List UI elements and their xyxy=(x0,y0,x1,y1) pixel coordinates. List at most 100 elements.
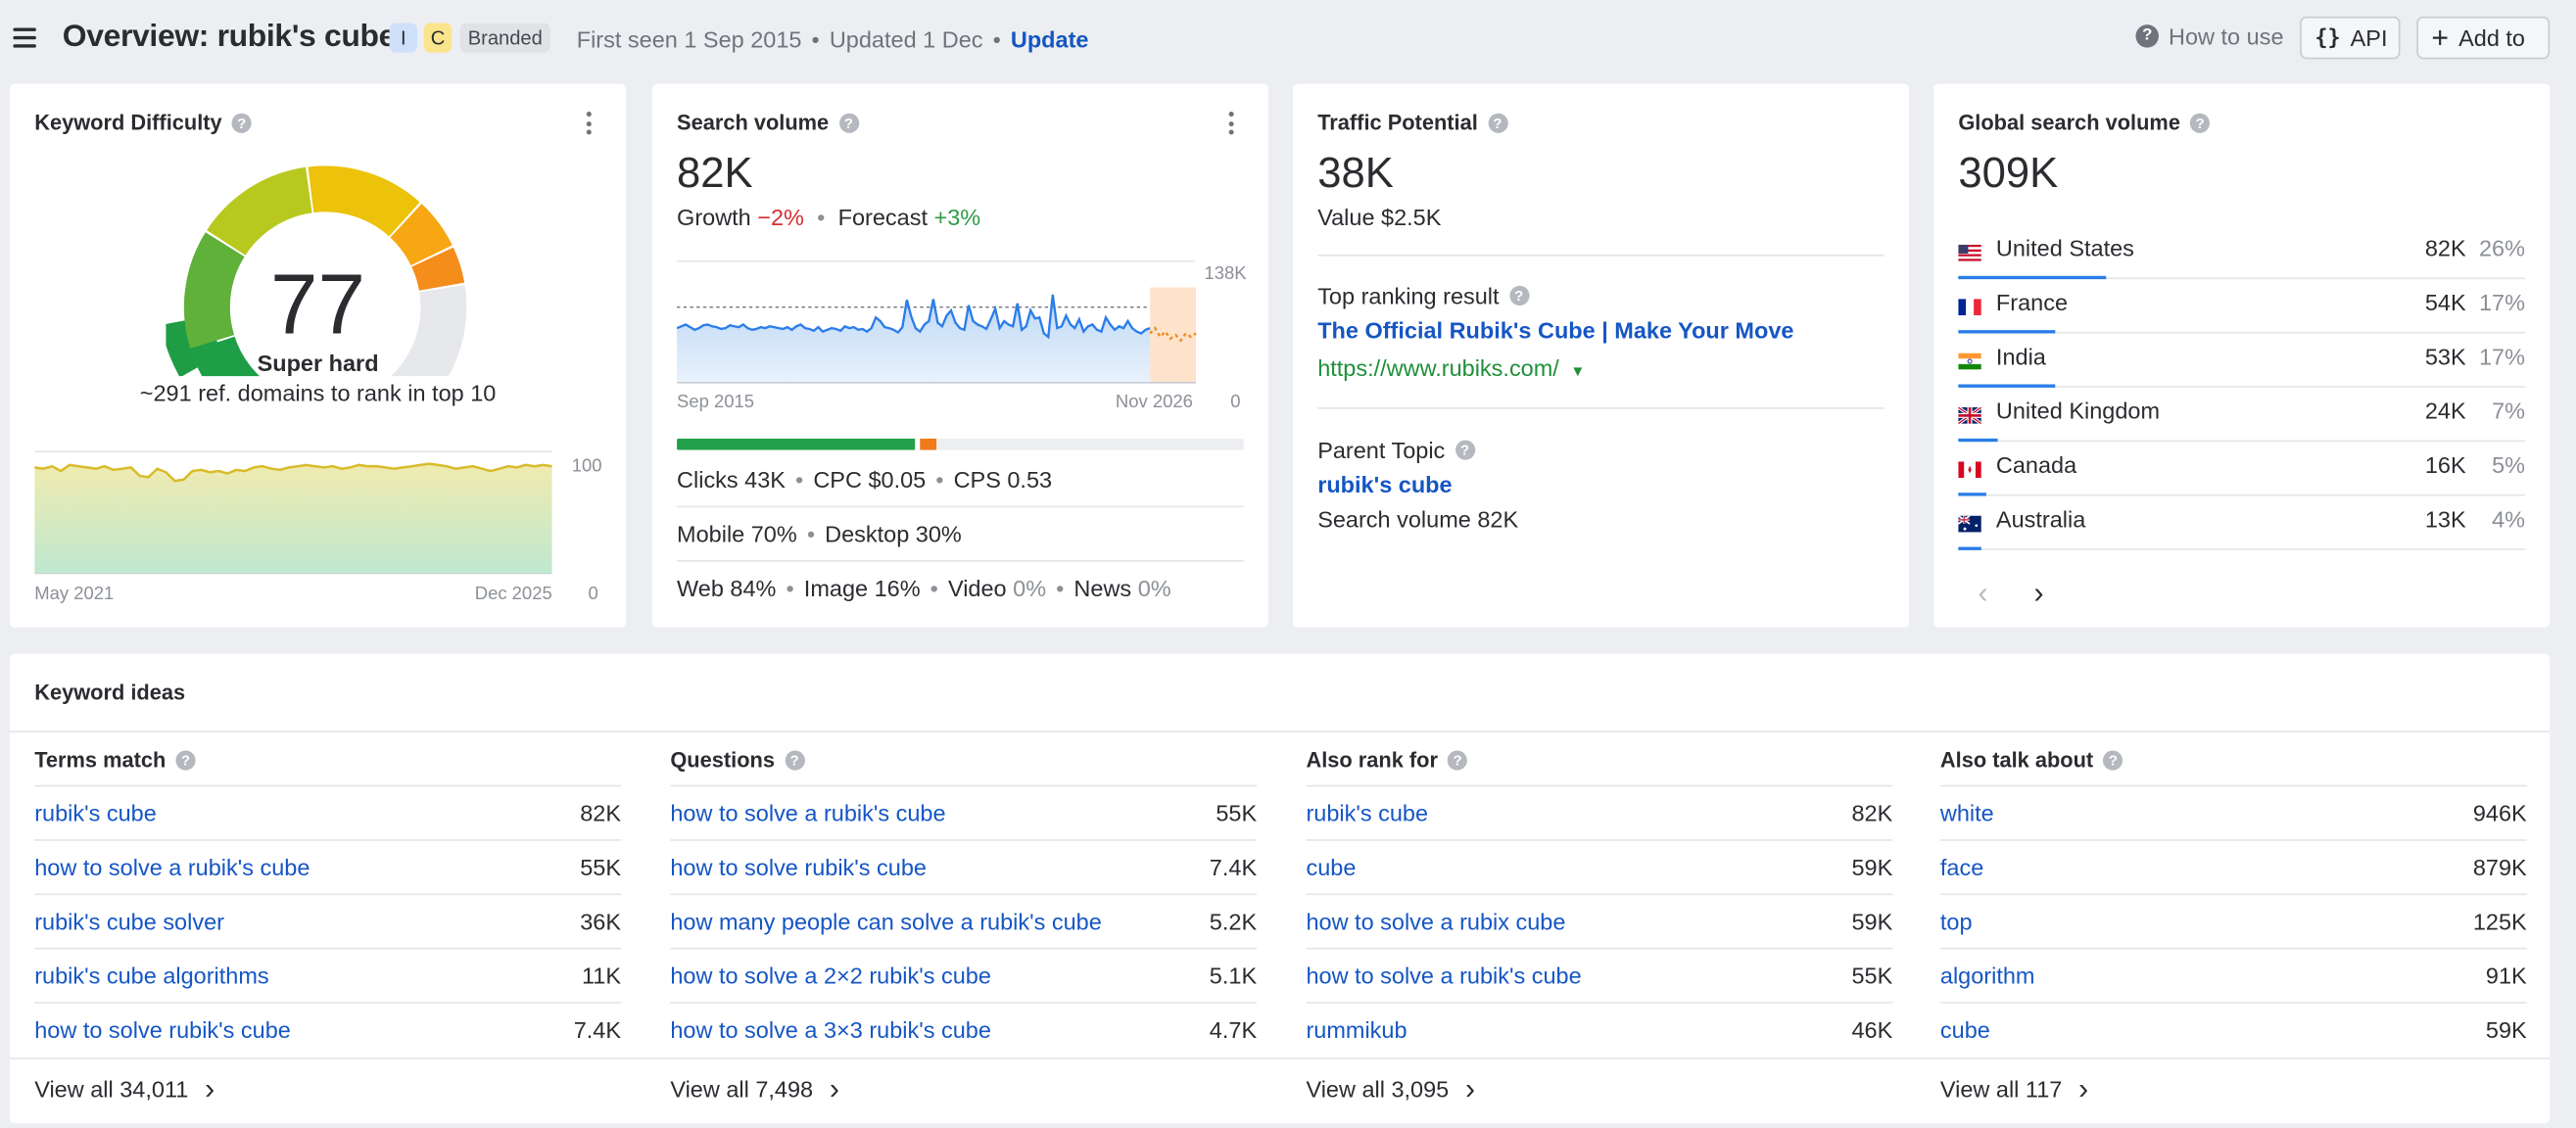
keyword-link[interactable]: white xyxy=(1939,799,1994,826)
keyword-volume: 55K xyxy=(1851,962,1893,989)
keyword-row: how to solve rubik's cube 7.4K xyxy=(34,1002,621,1056)
help-icon[interactable]: ? xyxy=(175,749,196,770)
serp-type-row: Web 84% • Image 16% • Video 0% • News 0% xyxy=(677,575,1171,601)
keyword-link[interactable]: how to solve a rubix cube xyxy=(1306,908,1566,935)
keyword-volume: 5.2K xyxy=(1209,908,1258,935)
country-name: United States xyxy=(1995,234,2134,261)
more-options-icon[interactable] xyxy=(1228,112,1236,135)
keyword-link[interactable]: how to solve a rubik's cube xyxy=(670,799,946,826)
header-meta: First seen 1 Sep 2015 • Updated 1 Dec • Upda… xyxy=(576,25,1089,53)
kd-label: Super hard xyxy=(257,350,379,377)
keyword-link[interactable]: how to solve a 3×3 rubik's cube xyxy=(670,1016,991,1044)
view-all-link[interactable]: View all 7,498 › xyxy=(670,1074,839,1104)
clicks-text: Clicks 43K xyxy=(677,466,786,494)
parent-topic-link[interactable]: rubik's cube xyxy=(1317,471,1453,498)
country-row-divider xyxy=(1958,440,2526,443)
keyword-link[interactable]: rubik's cube xyxy=(1306,799,1429,826)
keyword-row: rubik's cube solver 36K xyxy=(34,893,621,947)
country-row[interactable]: Australia 13K 4% xyxy=(1957,496,2526,550)
growth-value: −2% xyxy=(757,203,804,230)
country-row-divider xyxy=(1958,386,2526,388)
keyword-link[interactable]: how to solve a rubik's cube xyxy=(34,854,310,881)
sv-y-min: 0 xyxy=(1230,392,1241,413)
keyword-volume: 59K xyxy=(2485,1016,2527,1044)
divider xyxy=(677,559,1244,562)
keyword-link[interactable]: top xyxy=(1939,908,1973,935)
top-ranking-label-text: Top ranking result xyxy=(1317,282,1500,309)
parent-topic-label-text: Parent Topic xyxy=(1317,437,1446,463)
keyword-link[interactable]: cube xyxy=(1939,1016,1990,1044)
keyword-link[interactable]: face xyxy=(1939,854,1984,881)
sv-forecast-area xyxy=(1150,287,1197,383)
keyword-link[interactable]: rubik's cube algorithms xyxy=(34,962,269,989)
country-row[interactable]: United States 82K 26% xyxy=(1958,225,2526,280)
help-icon[interactable]: ? xyxy=(1508,285,1529,306)
us-flag-icon xyxy=(1958,240,1981,261)
country-row[interactable]: India 53K 17% xyxy=(1958,333,2526,388)
top-ranking-url[interactable]: https://www.rubiks.com/ ▼ xyxy=(1317,354,1585,381)
how-to-use-link[interactable]: ? How to use xyxy=(2135,23,2284,50)
view-all-link[interactable]: View all 3,095 › xyxy=(1306,1074,1475,1104)
help-icon[interactable]: ? xyxy=(2103,749,2123,770)
country-row[interactable]: Canada 16K 5% xyxy=(1958,442,2526,496)
how-to-use-label: How to use xyxy=(2169,23,2284,50)
keyword-link[interactable]: how to solve a rubik's cube xyxy=(1306,962,1582,989)
keyword-link[interactable]: how to solve rubik's cube xyxy=(670,854,927,881)
kd-subtitle: ~291 ref. domains to rank in top 10 xyxy=(139,379,497,406)
keyword-volume: 4.7K xyxy=(1209,1016,1258,1044)
country-row-divider xyxy=(1958,331,2526,334)
top-ranking-title-link[interactable]: The Official Rubik's Cube | Make Your Mo… xyxy=(1317,316,1794,344)
help-icon[interactable]: ? xyxy=(1448,749,1468,770)
forecast-value: +3% xyxy=(933,203,981,230)
gauge-segment xyxy=(389,204,453,266)
country-volume: 53K xyxy=(2424,343,2466,370)
help-icon[interactable]: ? xyxy=(838,112,859,133)
keyword-link[interactable]: how to solve a 2×2 rubik's cube xyxy=(670,962,991,989)
country-share-bar xyxy=(1958,275,2107,280)
keyword-volume: 55K xyxy=(580,854,622,881)
caret-down-icon[interactable]: ▼ xyxy=(1570,362,1586,380)
divider xyxy=(10,1058,2551,1059)
prev-page-icon[interactable]: ‹ xyxy=(1978,576,1988,610)
help-icon[interactable]: ? xyxy=(1455,440,1475,460)
keyword-row: rubik's cube 82K xyxy=(1306,784,1893,839)
keyword-link[interactable]: algorithm xyxy=(1939,962,2035,989)
view-all-link[interactable]: View all 34,011 › xyxy=(34,1074,215,1104)
keyword-link[interactable]: how many people can solve a rubik's cube xyxy=(670,908,1102,935)
keyword-link[interactable]: rubik's cube solver xyxy=(34,908,224,935)
kd-card-title: Keyword Difficulty ? xyxy=(34,110,252,135)
intent-badge-commercial: C xyxy=(423,23,453,53)
keyword-link[interactable]: rubik's cube xyxy=(34,799,157,826)
keyword-volume: 59K xyxy=(1851,854,1893,881)
more-options-icon[interactable] xyxy=(586,112,594,135)
view-all-link[interactable]: View all 117 › xyxy=(1940,1074,2088,1104)
sv-history-line xyxy=(677,294,1151,340)
add-to-button[interactable]: + Add to xyxy=(2416,16,2551,60)
country-row[interactable]: France 54K 17% xyxy=(1958,279,2526,334)
update-link[interactable]: Update xyxy=(1010,25,1089,53)
next-page-icon[interactable]: › xyxy=(2033,576,2044,610)
help-icon[interactable]: ? xyxy=(2190,112,2211,133)
country-percent: 4% xyxy=(2492,505,2526,533)
search-volume-card: Search volume ? 82K Growth −2% • Forecas… xyxy=(651,83,1268,628)
keyword-row: cube 59K xyxy=(1939,1002,2527,1056)
keyword-row: how to solve rubik's cube 7.4K xyxy=(670,839,1258,893)
keyword-volume: 55K xyxy=(1216,799,1258,826)
country-share-bar xyxy=(1958,546,1981,550)
keyword-link[interactable]: rummikub xyxy=(1306,1016,1407,1044)
keyword-volume: 11K xyxy=(581,962,622,989)
help-icon[interactable]: ? xyxy=(1487,112,1507,133)
view-all-label: View all 3,095 xyxy=(1306,1075,1450,1103)
country-name: United Kingdom xyxy=(1995,397,2161,424)
api-button[interactable]: {} API xyxy=(2300,16,2401,60)
hamburger-menu-icon[interactable] xyxy=(13,26,36,49)
help-icon[interactable]: ? xyxy=(785,749,805,770)
keyword-link[interactable]: how to solve rubik's cube xyxy=(34,1016,291,1044)
kd-x-end: Dec 2025 xyxy=(474,585,552,605)
page-title: Overview: rubik's cube xyxy=(62,20,397,55)
top-ranking-url-text: https://www.rubiks.com/ xyxy=(1317,354,1559,382)
global-search-volume-card: Global search volume ? 309K United State… xyxy=(1933,83,2551,628)
keyword-link[interactable]: cube xyxy=(1306,854,1357,881)
help-icon[interactable]: ? xyxy=(231,112,252,133)
country-row[interactable]: United Kingdom 24K 7% xyxy=(1957,388,2526,443)
